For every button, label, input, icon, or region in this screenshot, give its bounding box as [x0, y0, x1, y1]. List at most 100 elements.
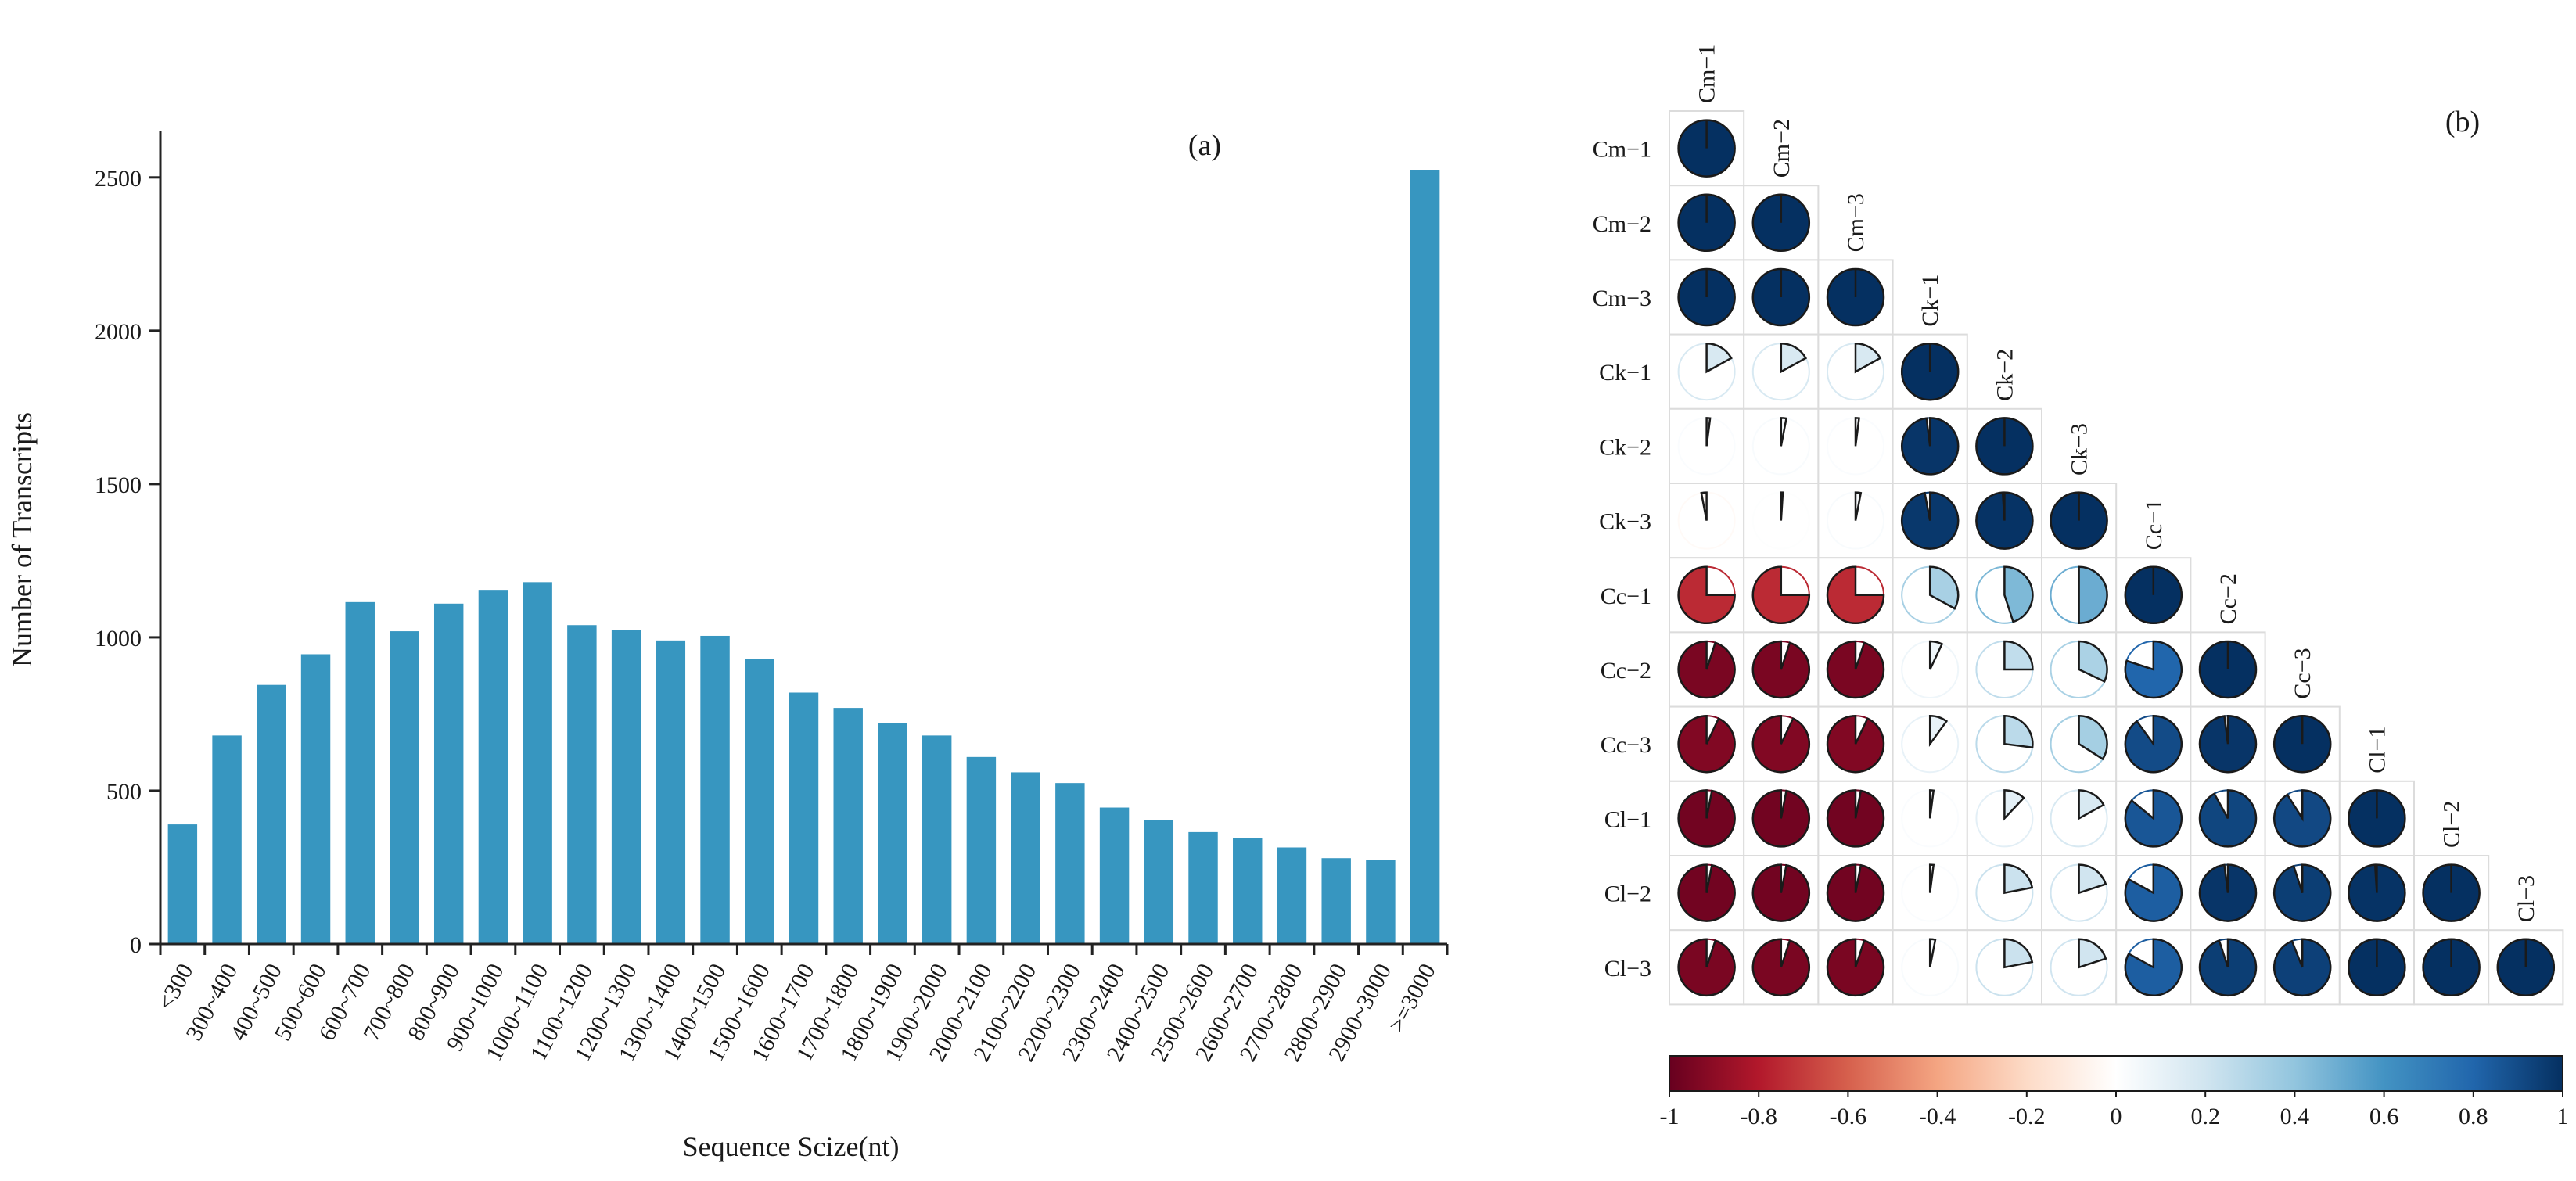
correlation-pie — [1677, 789, 1736, 848]
correlation-pie — [1826, 714, 1885, 774]
column-label: Cl−3 — [2513, 875, 2539, 922]
column-label: Cm−2 — [1769, 119, 1795, 178]
bar — [656, 640, 686, 944]
row-label: Cl−1 — [1604, 806, 1651, 832]
matrix-cell — [1669, 557, 1745, 634]
bar — [922, 735, 952, 944]
correlation-pie — [1705, 417, 1712, 447]
matrix-cell — [1743, 333, 1820, 410]
bar — [257, 684, 286, 944]
bar — [1144, 820, 1174, 944]
matrix-cell — [2041, 855, 2118, 932]
matrix-cell — [2041, 780, 2118, 856]
correlation-pie — [1900, 491, 1960, 550]
correlation-pie — [1751, 938, 1811, 997]
correlation-pie — [1751, 789, 1811, 848]
matrix-cell — [1669, 780, 1745, 856]
bar — [833, 708, 863, 944]
bar — [1366, 860, 1396, 944]
bar-chart-panel: 0 500 1000 1500 2000 2500 <300300~400400~5005… — [6, 129, 1449, 1162]
colorbar-tick-label: 0 — [2111, 1104, 2122, 1129]
correlation-pie — [2272, 863, 2332, 922]
matrix-cell — [1892, 631, 1968, 708]
matrix-cell — [2413, 929, 2490, 1006]
correlation-pie — [1751, 565, 1811, 625]
matrix-cell — [1966, 705, 2043, 782]
correlation-pie — [2198, 938, 2258, 997]
matrix-cell — [1817, 407, 1894, 484]
row-label: Ck−1 — [1599, 360, 1651, 386]
column-label: Cm−1 — [1694, 45, 1720, 103]
matrix-cell — [2190, 929, 2266, 1006]
bar — [167, 824, 198, 944]
y-tick-label: 1500 — [95, 472, 142, 498]
correlation-pie — [1677, 863, 1736, 922]
bar-chart-axes — [159, 131, 1447, 946]
matrix-cell — [1892, 705, 1968, 782]
row-label: Cm−3 — [1593, 285, 1651, 311]
matrix-cell — [1669, 929, 1745, 1006]
correlation-pie — [1700, 491, 1708, 521]
matrix-cell — [2264, 929, 2341, 1006]
y-tick-label: 2500 — [95, 166, 142, 192]
row-label: Ck−2 — [1599, 434, 1651, 460]
bar — [523, 582, 552, 944]
bar — [745, 659, 774, 944]
matrix-cell — [1743, 483, 1820, 559]
matrix-cell — [1743, 259, 1820, 336]
matrix-cell — [1669, 185, 1745, 261]
matrix-cell — [2413, 855, 2490, 932]
column-label: Cc−2 — [2215, 573, 2241, 624]
matrix-cell — [2115, 929, 2192, 1006]
panel-label-b: (b) — [2445, 106, 2480, 138]
colorbar: -1 -0.8 -0.6 -0.4 -0.2 0 0.2 0.4 0.6 0.8 1 — [1660, 1055, 2569, 1129]
colorbar-tick-label: -0.2 — [2008, 1104, 2046, 1129]
x-tick-label: <300 — [153, 960, 198, 1014]
correlation-pie — [1928, 938, 1937, 968]
matrix-cell — [2115, 557, 2192, 634]
bar — [1011, 772, 1040, 944]
correlation-pie — [1928, 714, 1949, 748]
colorbar-tick-label: 0.8 — [2459, 1104, 2488, 1129]
matrix-cell — [1743, 185, 1820, 261]
bar — [789, 692, 819, 944]
correlation-pie — [2124, 863, 2183, 922]
matrix-cell — [1743, 780, 1820, 856]
matrix-cell — [2338, 855, 2416, 932]
row-label: Cc−2 — [1601, 658, 1651, 684]
row-label: Cl−2 — [1604, 881, 1651, 907]
matrix-cell — [2264, 780, 2341, 856]
colorbar-tick-label: 0.2 — [2190, 1104, 2220, 1129]
column-label: Cc−3 — [2290, 648, 2316, 698]
correlation-pie — [2078, 565, 2108, 625]
correlation-pie — [1928, 789, 1935, 819]
correlation-pie — [2003, 938, 2034, 969]
y-tick-label: 0 — [130, 932, 142, 958]
correlation-pie — [1780, 417, 1788, 447]
y-tick-label: 2000 — [95, 319, 142, 345]
bar — [1233, 838, 1263, 944]
matrix-cell — [1966, 407, 2043, 484]
correlation-pie — [1901, 417, 1960, 476]
matrix-cell — [1966, 855, 2043, 932]
correlation-pie — [2003, 714, 2034, 749]
colorbar-tick-label: -0.4 — [1919, 1104, 1956, 1129]
row-label: Cl−3 — [1604, 956, 1651, 982]
correlation-pie — [2272, 789, 2332, 848]
matrix-cell — [1817, 333, 1894, 410]
correlation-pie — [1751, 863, 1811, 922]
matrix-cell — [1669, 705, 1745, 782]
bar — [345, 601, 375, 944]
correlation-pie — [1854, 417, 1860, 447]
matrix-cell — [2264, 855, 2341, 932]
column-label: Ck−1 — [1917, 275, 1943, 327]
matrix-cell — [2338, 780, 2416, 856]
matrix-cell — [1966, 929, 2043, 1006]
correlation-pie — [2003, 789, 2025, 821]
bar — [212, 735, 242, 944]
correlation-pie — [1826, 640, 1885, 699]
correlation-pie — [1854, 491, 1863, 521]
correlation-pie — [2003, 863, 2034, 895]
correlation-pie — [2003, 640, 2034, 671]
bar-series — [167, 170, 1440, 945]
